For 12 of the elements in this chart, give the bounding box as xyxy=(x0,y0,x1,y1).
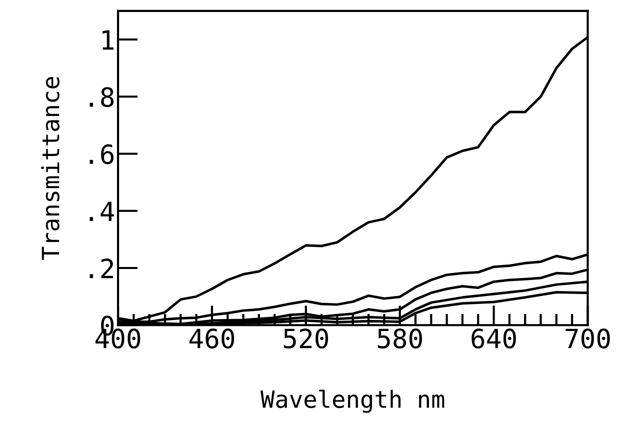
y-tick-label: .8 xyxy=(90,87,114,108)
y-tick-label: .6 xyxy=(90,144,114,164)
y-axis-title: Transmittance xyxy=(41,77,60,260)
x-tick-label: 580 xyxy=(378,328,422,348)
x-tick-label: 460 xyxy=(189,328,234,348)
x-tick-label: 640 xyxy=(472,328,516,348)
y-tick-label: .2 xyxy=(90,258,114,278)
x-axis-title: Wavelength nm xyxy=(260,390,444,413)
x-tick-label: 700 xyxy=(566,328,610,348)
y-tick-label: 1 xyxy=(102,30,114,50)
y-tick-label: .4 xyxy=(90,202,114,221)
x-tick-label: 520 xyxy=(284,328,328,348)
